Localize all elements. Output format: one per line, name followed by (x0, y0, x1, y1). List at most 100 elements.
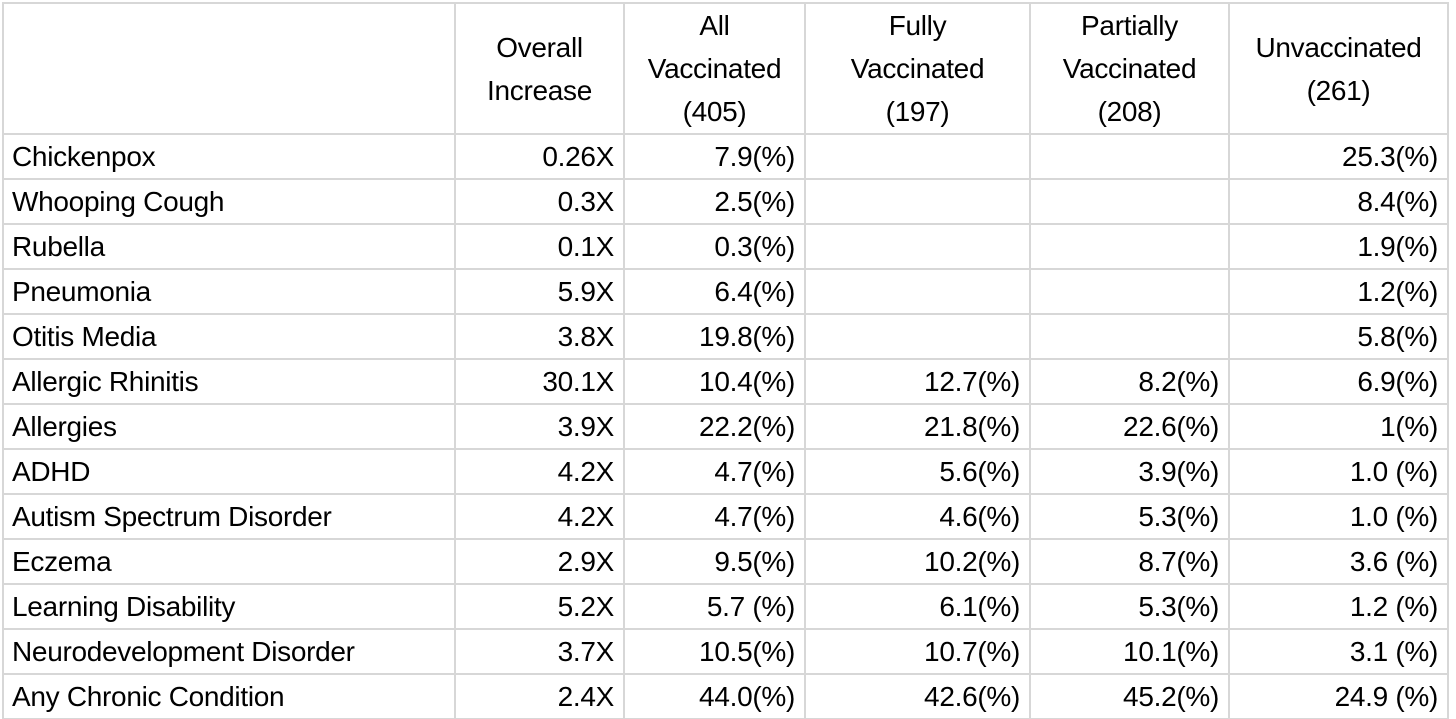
condition-label: Autism Spectrum Disorder (2, 493, 456, 540)
condition-label: Allergies (2, 403, 456, 450)
table-row-allergic-rhinitis: Allergic Rhinitis 30.1X 10.4(%) 12.7(%) … (2, 358, 1449, 405)
partially-vaccinated-cell: 10.1(%) (1029, 628, 1230, 675)
all-vaccinated-cell: 22.2(%) (623, 403, 806, 450)
fully-vaccinated-cell: 10.2(%) (804, 538, 1031, 585)
table-body: Chickenpox 0.26X 7.9(%) 25.3(%) Whooping… (2, 133, 1449, 719)
fully-vaccinated-cell (804, 268, 1031, 315)
column-header-condition (2, 2, 456, 135)
partially-vaccinated-cell (1029, 223, 1230, 270)
partially-vaccinated-cell (1029, 313, 1230, 360)
overall-increase-cell: 0.1X (454, 223, 625, 270)
fully-vaccinated-cell: 21.8(%) (804, 403, 1031, 450)
overall-increase-cell: 0.26X (454, 133, 625, 180)
all-vaccinated-cell: 19.8(%) (623, 313, 806, 360)
partially-vaccinated-cell: 8.2(%) (1029, 358, 1230, 405)
overall-increase-cell: 4.2X (454, 448, 625, 495)
table-row-adhd: ADHD 4.2X 4.7(%) 5.6(%) 3.9(%) 1.0 (%) (2, 448, 1449, 495)
all-vaccinated-cell: 4.7(%) (623, 493, 806, 540)
condition-label: Learning Disability (2, 583, 456, 630)
unvaccinated-cell: 1.0 (%) (1228, 448, 1449, 495)
header-row: Overall Increase All Vaccinated (405) Fu… (2, 2, 1449, 135)
unvaccinated-cell: 24.9 (%) (1228, 673, 1449, 719)
fully-vaccinated-cell: 4.6(%) (804, 493, 1031, 540)
fully-vaccinated-cell: 10.7(%) (804, 628, 1031, 675)
condition-label: Otitis Media (2, 313, 456, 360)
column-header-overall-increase: Overall Increase (454, 2, 625, 135)
all-vaccinated-cell: 7.9(%) (623, 133, 806, 180)
fully-vaccinated-cell: 6.1(%) (804, 583, 1031, 630)
unvaccinated-cell: 25.3(%) (1228, 133, 1449, 180)
fully-vaccinated-cell (804, 178, 1031, 225)
unvaccinated-cell: 3.6 (%) (1228, 538, 1449, 585)
partially-vaccinated-cell: 5.3(%) (1029, 583, 1230, 630)
table-header: Overall Increase All Vaccinated (405) Fu… (2, 2, 1449, 135)
unvaccinated-cell: 1.9(%) (1228, 223, 1449, 270)
table-row-pneumonia: Pneumonia 5.9X 6.4(%) 1.2(%) (2, 268, 1449, 315)
unvaccinated-cell: 6.9(%) (1228, 358, 1449, 405)
all-vaccinated-cell: 44.0(%) (623, 673, 806, 719)
column-header-unvaccinated: Unvaccinated (261) (1228, 2, 1449, 135)
unvaccinated-cell: 8.4(%) (1228, 178, 1449, 225)
table-row-rubella: Rubella 0.1X 0.3(%) 1.9(%) (2, 223, 1449, 270)
condition-label: Whooping Cough (2, 178, 456, 225)
partially-vaccinated-cell: 3.9(%) (1029, 448, 1230, 495)
all-vaccinated-cell: 0.3(%) (623, 223, 806, 270)
condition-label: ADHD (2, 448, 456, 495)
condition-label: Chickenpox (2, 133, 456, 180)
condition-label: Neurodevelopment Disorder (2, 628, 456, 675)
column-header-partially-vaccinated: Partially Vaccinated (208) (1029, 2, 1230, 135)
partially-vaccinated-cell (1029, 133, 1230, 180)
table-row-any-chronic-condition: Any Chronic Condition 2.4X 44.0(%) 42.6(… (2, 673, 1449, 719)
overall-increase-cell: 3.7X (454, 628, 625, 675)
column-header-fully-vaccinated: Fully Vaccinated (197) (804, 2, 1031, 135)
partially-vaccinated-cell (1029, 268, 1230, 315)
table-row-allergies: Allergies 3.9X 22.2(%) 21.8(%) 22.6(%) 1… (2, 403, 1449, 450)
overall-increase-cell: 2.9X (454, 538, 625, 585)
condition-label: Any Chronic Condition (2, 673, 456, 719)
all-vaccinated-cell: 4.7(%) (623, 448, 806, 495)
all-vaccinated-cell: 10.4(%) (623, 358, 806, 405)
partially-vaccinated-cell: 8.7(%) (1029, 538, 1230, 585)
fully-vaccinated-cell: 12.7(%) (804, 358, 1031, 405)
table-row-whooping-cough: Whooping Cough 0.3X 2.5(%) 8.4(%) (2, 178, 1449, 225)
unvaccinated-cell: 1.2(%) (1228, 268, 1449, 315)
overall-increase-cell: 5.2X (454, 583, 625, 630)
overall-increase-cell: 30.1X (454, 358, 625, 405)
condition-label: Eczema (2, 538, 456, 585)
overall-increase-cell: 5.9X (454, 268, 625, 315)
column-header-all-vaccinated: All Vaccinated (405) (623, 2, 806, 135)
all-vaccinated-cell: 9.5(%) (623, 538, 806, 585)
table-row-otitis-media: Otitis Media 3.8X 19.8(%) 5.8(%) (2, 313, 1449, 360)
unvaccinated-cell: 1(%) (1228, 403, 1449, 450)
table-row-learning-disability: Learning Disability 5.2X 5.7 (%) 6.1(%) … (2, 583, 1449, 630)
condition-label: Allergic Rhinitis (2, 358, 456, 405)
condition-label: Pneumonia (2, 268, 456, 315)
partially-vaccinated-cell: 45.2(%) (1029, 673, 1230, 719)
partially-vaccinated-cell: 5.3(%) (1029, 493, 1230, 540)
fully-vaccinated-cell: 5.6(%) (804, 448, 1031, 495)
table-row-neurodevelopment-disorder: Neurodevelopment Disorder 3.7X 10.5(%) 1… (2, 628, 1449, 675)
fully-vaccinated-cell (804, 223, 1031, 270)
condition-label: Rubella (2, 223, 456, 270)
unvaccinated-cell: 1.2 (%) (1228, 583, 1449, 630)
unvaccinated-cell: 5.8(%) (1228, 313, 1449, 360)
overall-increase-cell: 3.8X (454, 313, 625, 360)
partially-vaccinated-cell (1029, 178, 1230, 225)
table-row-autism-spectrum-disorder: Autism Spectrum Disorder 4.2X 4.7(%) 4.6… (2, 493, 1449, 540)
fully-vaccinated-cell (804, 313, 1031, 360)
unvaccinated-cell: 1.0 (%) (1228, 493, 1449, 540)
fully-vaccinated-cell (804, 133, 1031, 180)
all-vaccinated-cell: 10.5(%) (623, 628, 806, 675)
all-vaccinated-cell: 5.7 (%) (623, 583, 806, 630)
overall-increase-cell: 2.4X (454, 673, 625, 719)
all-vaccinated-cell: 6.4(%) (623, 268, 806, 315)
partially-vaccinated-cell: 22.6(%) (1029, 403, 1230, 450)
unvaccinated-cell: 3.1 (%) (1228, 628, 1449, 675)
overall-increase-cell: 4.2X (454, 493, 625, 540)
table-row-eczema: Eczema 2.9X 9.5(%) 10.2(%) 8.7(%) 3.6 (%… (2, 538, 1449, 585)
overall-increase-cell: 0.3X (454, 178, 625, 225)
overall-increase-cell: 3.9X (454, 403, 625, 450)
table-row-chickenpox: Chickenpox 0.26X 7.9(%) 25.3(%) (2, 133, 1449, 180)
all-vaccinated-cell: 2.5(%) (623, 178, 806, 225)
